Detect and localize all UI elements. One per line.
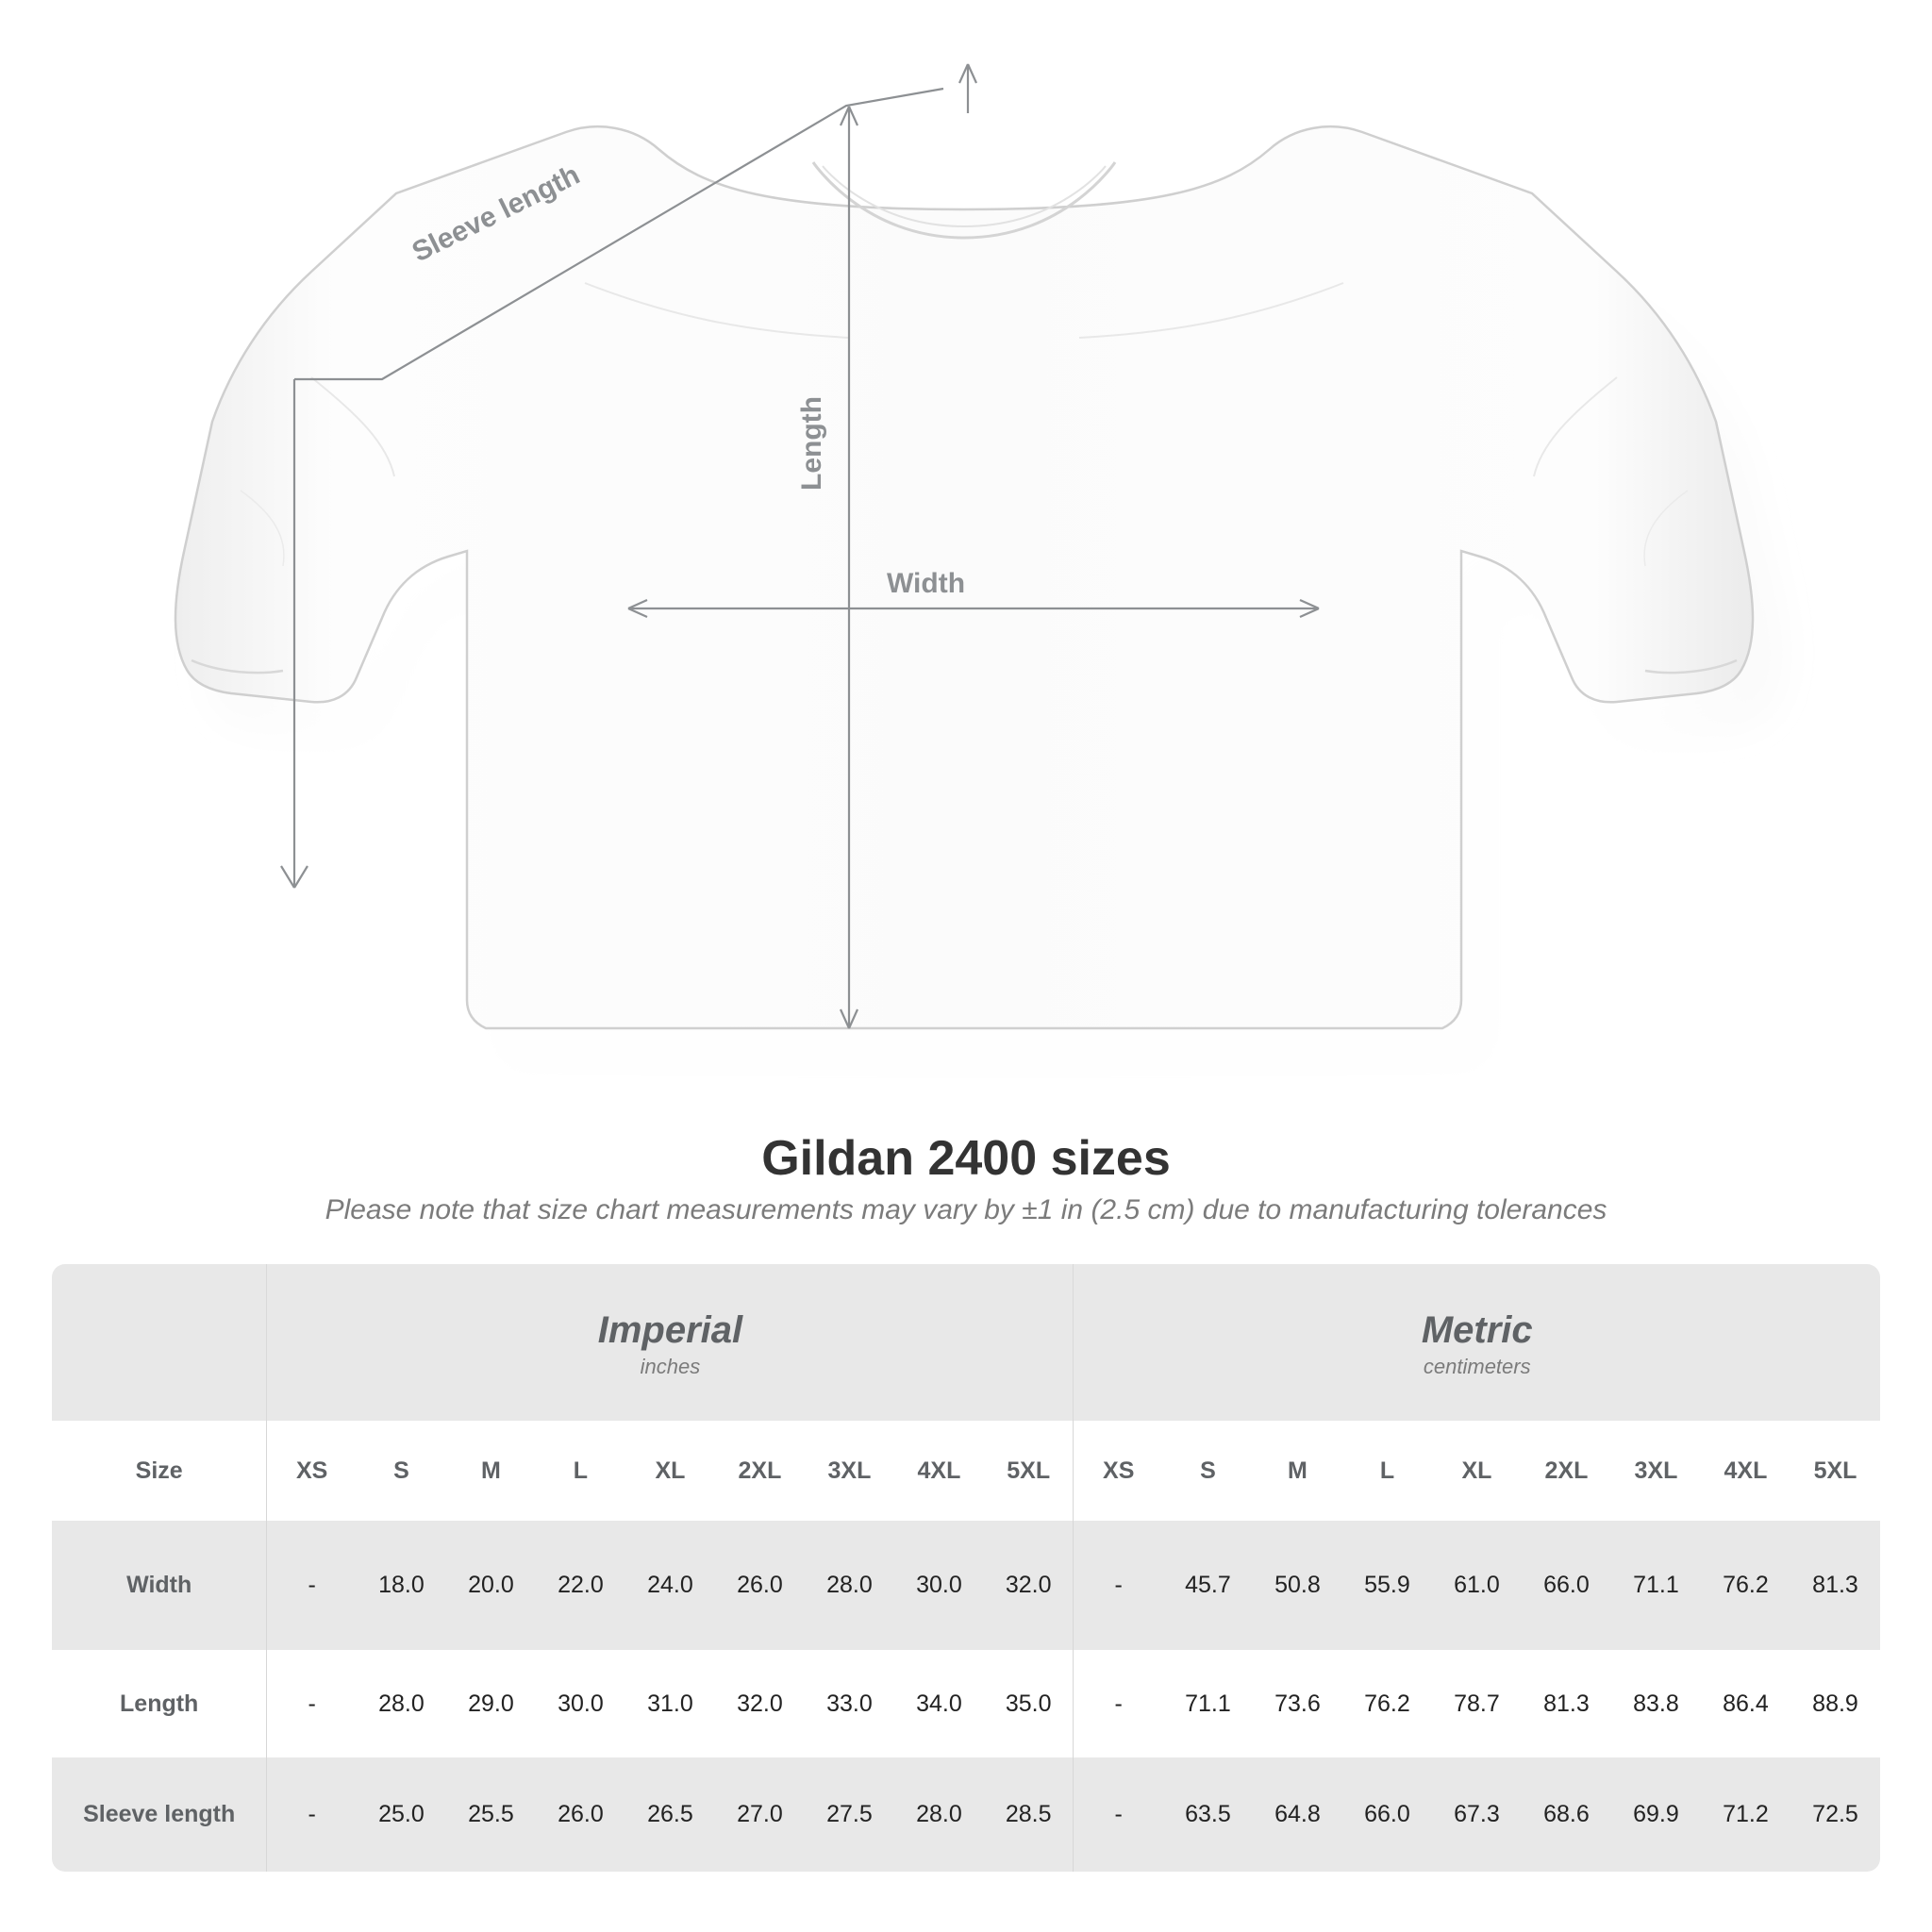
svg-text:Length: Length [796,396,827,491]
svg-text:Width: Width [887,568,965,599]
